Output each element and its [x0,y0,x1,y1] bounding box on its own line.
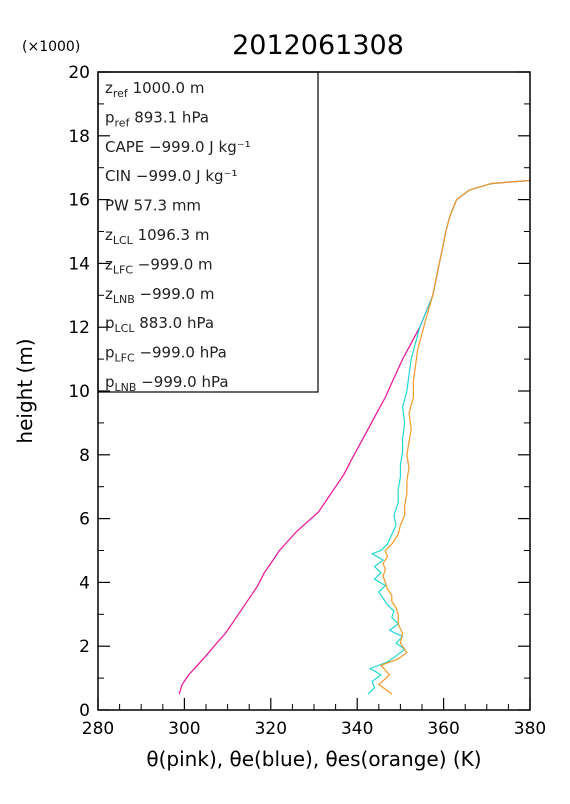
y-tick-label: 14 [68,254,90,274]
y-multiplier-label: (×1000) [22,39,80,55]
info-line: zLNB −999.0 m [105,285,214,306]
chart-title: 2012061308 [232,30,404,61]
info-line: pLFC −999.0 hPa [105,344,227,365]
x-tick-label: 320 [255,719,287,739]
series-line-theta_e [367,179,531,695]
info-line: PW 57.3 mm [105,197,201,215]
y-tick-label: 6 [79,510,90,530]
y-tick-label: 20 [68,63,90,83]
y-tick-label: 4 [79,573,90,593]
x-tick-label: 280 [82,719,114,739]
y-tick-label: 12 [68,318,90,338]
tick-layer: 280 300 320 340 360 380 0 2 4 6 8 10 12 14 16 18 20 [68,63,546,739]
info-line: CAPE −999.0 J kg⁻¹ [105,138,251,156]
y-tick-label: 0 [79,701,90,721]
info-box [97,71,319,393]
info-line: CIN −999.0 J kg⁻¹ [105,167,238,185]
x-tick-label: 340 [341,719,373,739]
y-tick-label: 16 [68,191,90,211]
info-line: zLCL 1096.3 m [105,226,209,247]
x-tick-label: 380 [514,719,546,739]
y-tick-label: 8 [79,446,90,466]
series-line-theta [178,179,531,695]
series-line-theta_es [377,179,531,695]
info-line: pref 893.1 hPa [105,108,209,129]
y-tick-label: 18 [68,127,90,147]
info-line: pLCL 883.0 hPa [105,314,214,335]
info-line: zref 1000.0 m [105,79,204,100]
x-tick-label: 300 [168,719,200,739]
x-tick-label: 360 [427,719,459,739]
x-axis-label: θ(pink), θe(blue), θes(orange) (K) [146,747,481,771]
y-tick-label: 10 [68,382,90,402]
y-axis-label: height (m) [13,338,37,443]
info-line: zLFC −999.0 m [105,255,213,276]
info-box-lines: zref 1000.0 m pref 893.1 hPa CAPE −999.0 J… [105,79,251,394]
info-line: pLNB −999.0 hPa [105,373,229,394]
y-tick-label: 2 [79,637,90,657]
series-layer [178,179,531,695]
